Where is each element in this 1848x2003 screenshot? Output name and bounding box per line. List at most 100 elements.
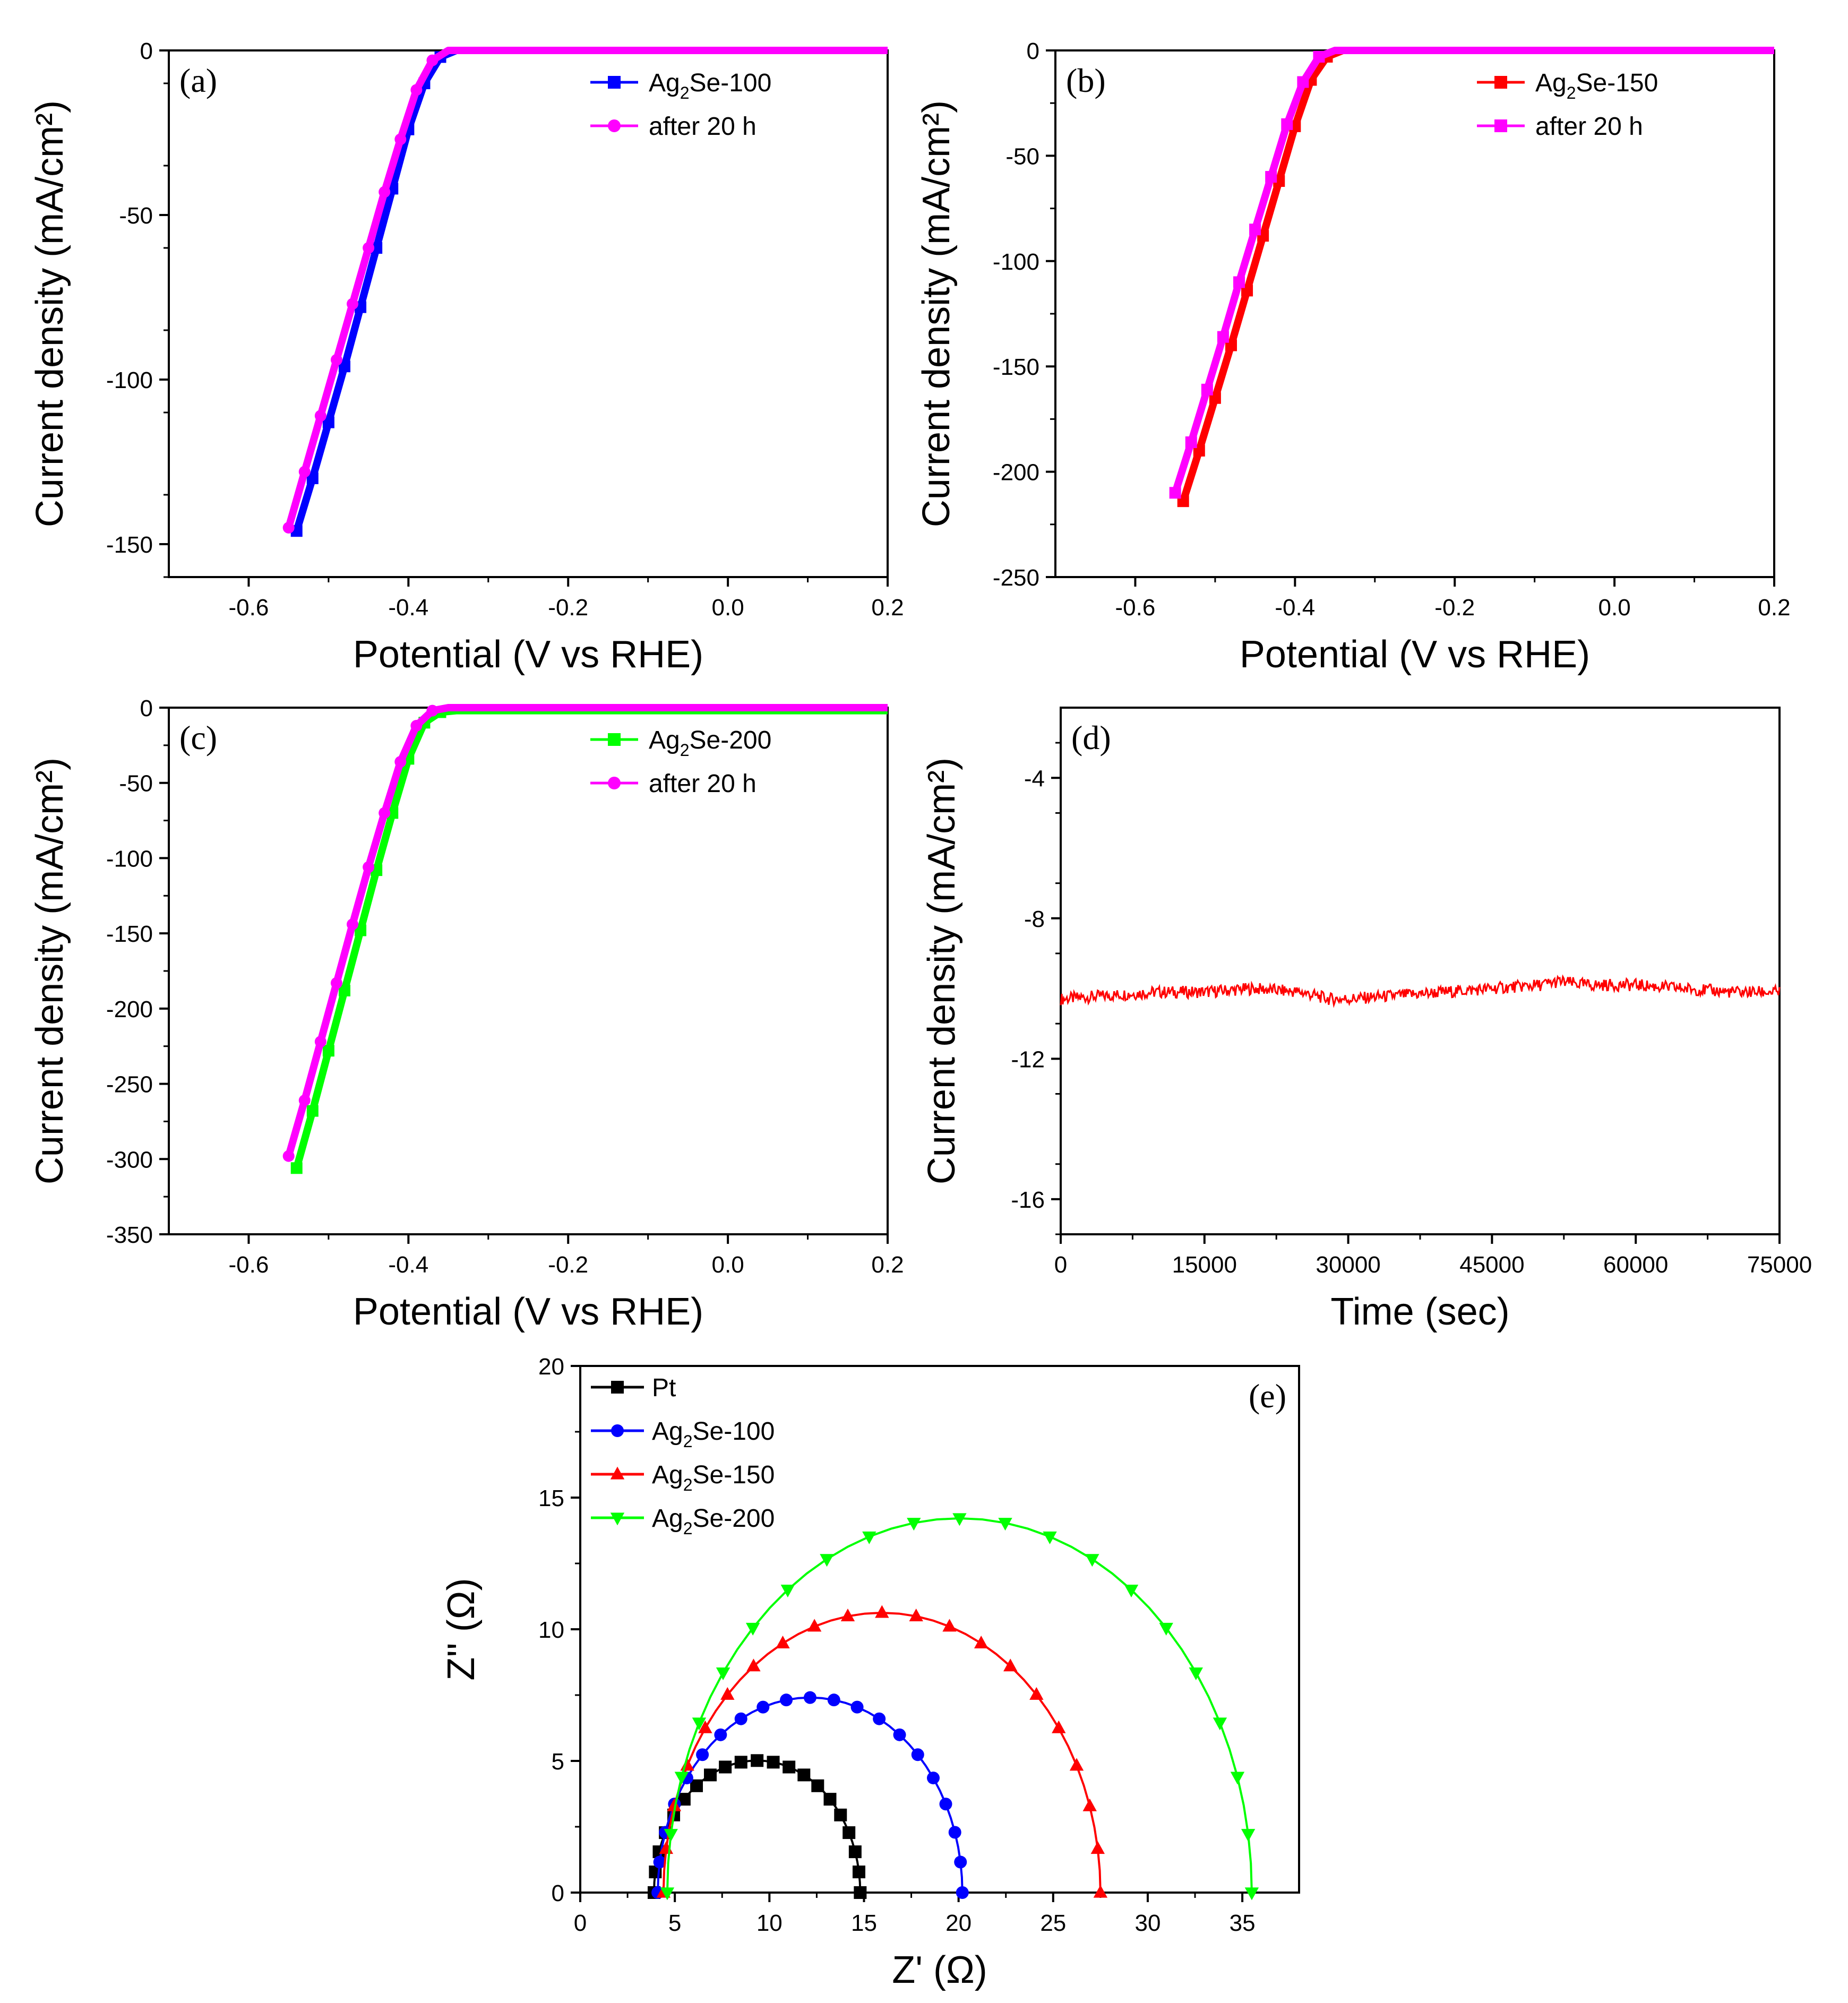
legend-marker: [610, 1512, 625, 1526]
data-point: [347, 298, 359, 310]
data-point: [347, 918, 359, 931]
data-point: [854, 1886, 867, 1899]
x-tick-label: -0.6: [229, 595, 269, 621]
plot-frame: [168, 707, 889, 1235]
data-point: [998, 1518, 1012, 1531]
panel-label: (c): [179, 719, 217, 757]
legend-label: after 20 h: [649, 113, 757, 141]
data-point: [1281, 118, 1293, 130]
legend-label: Ag2Se-100: [649, 69, 771, 102]
y-tick-label: -250: [106, 1072, 153, 1098]
legend-label-main: Ag: [1535, 69, 1567, 97]
data-point: [664, 1829, 678, 1842]
data-point: [410, 84, 423, 96]
x-tick-label: 30000: [1316, 1252, 1380, 1278]
data-point: [956, 1886, 969, 1899]
data-point: [371, 242, 383, 254]
data-point: [282, 1150, 295, 1162]
data-point: [776, 1635, 790, 1648]
x-tick-label: 5: [668, 1910, 681, 1936]
y-tick-label: -300: [106, 1147, 153, 1173]
data-point: [1241, 1829, 1256, 1842]
x-tick-label: -0.2: [548, 595, 588, 621]
data-point: [363, 242, 375, 254]
data-point: [827, 1693, 840, 1707]
data-point: [834, 1808, 847, 1821]
x-tick-label: 15: [851, 1910, 877, 1936]
data-point: [952, 1513, 967, 1526]
legend-label-main: after 20 h: [649, 770, 757, 798]
panel-label: (d): [1071, 719, 1111, 757]
data-point: [674, 1772, 689, 1785]
legend-marker: [1494, 76, 1507, 89]
data-point: [942, 1619, 957, 1632]
data-point: [848, 1845, 862, 1859]
data-point: [426, 704, 439, 717]
data-point: [840, 1609, 855, 1622]
data-point: [379, 807, 391, 819]
series-line: [1171, 47, 1774, 494]
x-tick-label: 0: [574, 1910, 587, 1936]
data-point: [1297, 76, 1309, 88]
legend-label: Ag2Se-150: [1535, 69, 1658, 102]
data-point: [660, 1887, 675, 1901]
legend-label-rest: Se-100: [693, 1417, 775, 1446]
data-point: [954, 1855, 967, 1869]
x-tick-label: -0.4: [388, 595, 428, 621]
data-point: [1043, 1531, 1057, 1544]
data-point: [746, 1658, 761, 1672]
data-point: [306, 472, 319, 484]
data-point: [410, 720, 423, 732]
data-point: [338, 360, 350, 373]
x-tick-label: 15000: [1172, 1252, 1237, 1278]
x-tick-label: 75000: [1747, 1252, 1812, 1278]
y-tick-label: -250: [993, 565, 1039, 591]
series-line: [1060, 974, 1781, 1008]
y-axis-title: Current density (mA/cm²): [29, 758, 71, 1184]
x-tick-label: 20: [946, 1910, 972, 1936]
data-point: [767, 1756, 780, 1769]
data-point: [974, 1635, 989, 1648]
data-point: [1124, 1585, 1139, 1598]
data-point: [719, 1760, 732, 1774]
data-point: [745, 1622, 760, 1636]
y-tick-label: 0: [552, 1880, 564, 1906]
legend-label-main: Pt: [652, 1374, 676, 1402]
data-point: [394, 133, 407, 145]
x-tick-label: 30: [1134, 1910, 1161, 1936]
y-tick-label: 15: [538, 1485, 564, 1511]
data-point: [1069, 1758, 1084, 1771]
legend-label: Ag2Se-100: [652, 1417, 775, 1451]
data-point: [322, 1045, 334, 1057]
data-point: [1159, 1622, 1173, 1636]
legend-label-subscript: 2: [680, 83, 690, 102]
data-point: [282, 522, 295, 534]
data-point: [379, 186, 391, 198]
y-tick-label: -8: [1024, 906, 1045, 932]
x-tick-label: -0.2: [548, 1252, 588, 1278]
data-point: [873, 1712, 886, 1725]
legend-label-subscript: 2: [683, 1475, 693, 1494]
y-tick-label: -50: [1005, 143, 1039, 169]
x-tick-label: 25: [1040, 1910, 1066, 1936]
data-point: [696, 1748, 709, 1761]
data-point: [862, 1531, 876, 1544]
x-axis-title: Potential (V vs RHE): [353, 633, 703, 676]
data-point: [907, 1518, 921, 1531]
data-point: [780, 1585, 795, 1598]
legend-marker: [611, 1381, 624, 1394]
legend-label-main: after 20 h: [649, 113, 757, 141]
data-point: [1093, 1885, 1108, 1898]
legend-label-rest: Se-200: [693, 1505, 775, 1533]
data-point: [852, 1866, 865, 1879]
data-point: [1082, 1798, 1097, 1811]
y-tick-label: -200: [106, 996, 153, 1022]
y-tick-label: -150: [993, 354, 1039, 380]
y-tick-label: -4: [1024, 766, 1045, 792]
panel-label: (a): [179, 62, 217, 99]
x-tick-label: -0.6: [1115, 595, 1156, 621]
legend-marker: [608, 76, 621, 89]
data-point: [803, 1691, 816, 1704]
panel-e: 0 5 10 15 20 25 30 35 0 5 10 15 20 Z' (Ω) Z'' (Ω) (e) Pt…: [440, 1354, 1300, 1991]
data-point: [314, 410, 326, 422]
